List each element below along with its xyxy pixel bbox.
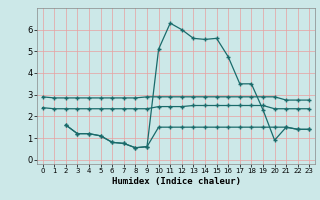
X-axis label: Humidex (Indice chaleur): Humidex (Indice chaleur) (111, 177, 241, 186)
